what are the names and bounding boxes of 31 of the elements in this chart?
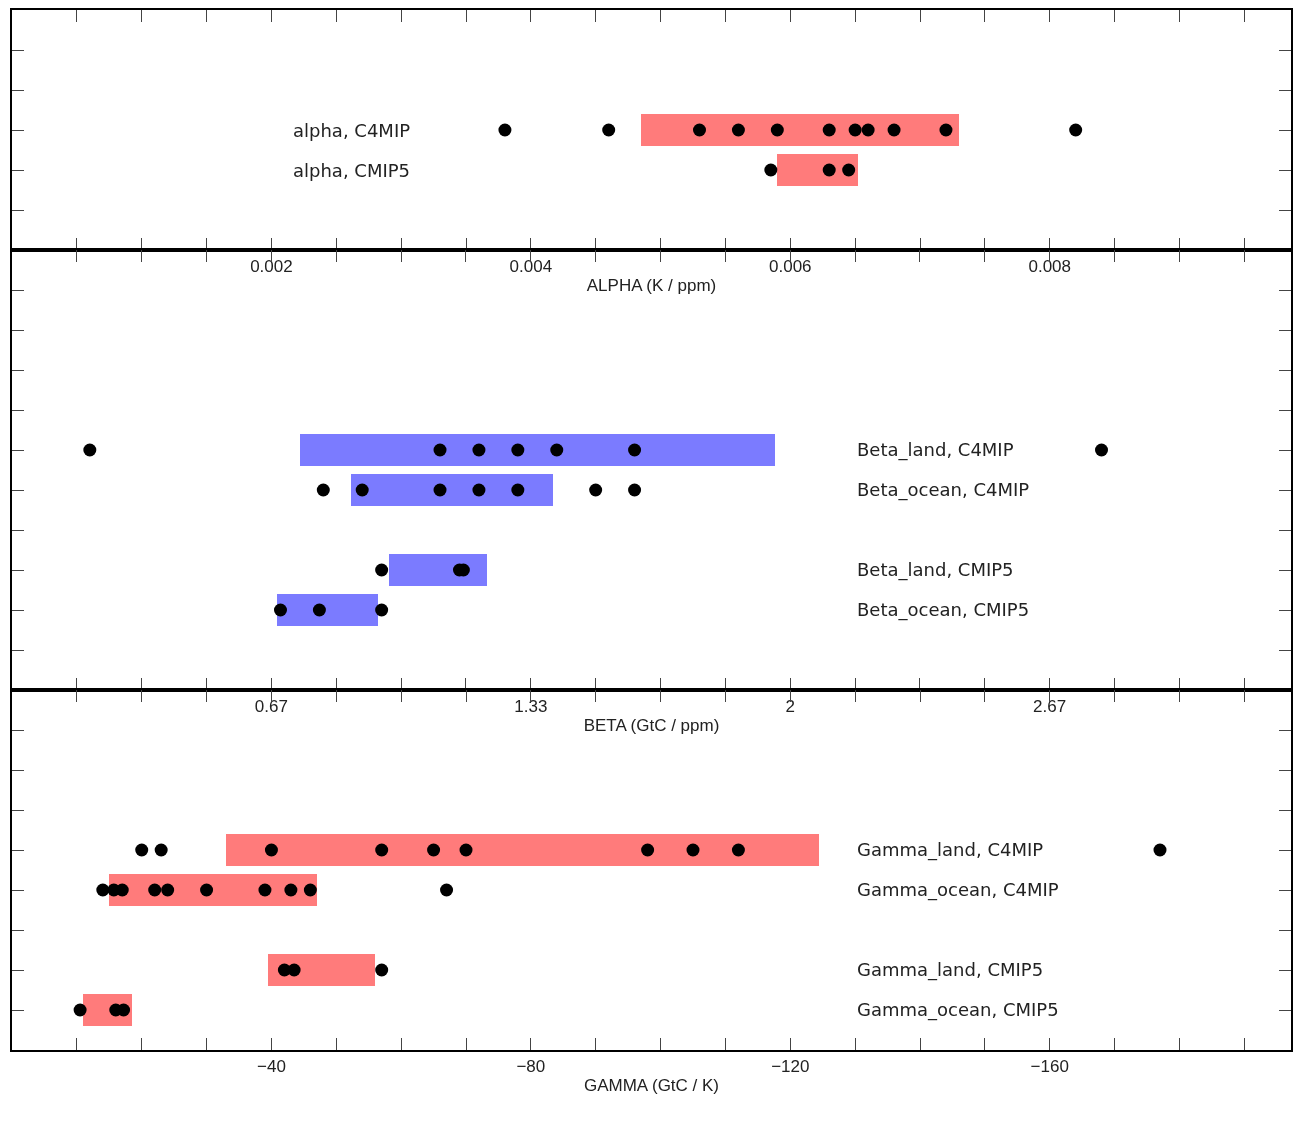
x-tick-label: −160 [1030, 1057, 1069, 1077]
x-axis-title: BETA (GtC / ppm) [583, 716, 720, 736]
bar [300, 434, 775, 466]
x-tick-label: 0.67 [254, 697, 288, 717]
category-label: Beta_land, C4MIP [857, 439, 1014, 460]
x-tick-label: −120 [771, 1057, 810, 1077]
bar [268, 954, 375, 986]
x-tick-label: −40 [257, 1057, 286, 1077]
x-tick-label: 1.33 [514, 697, 548, 717]
category-label: Beta_ocean, CMIP5 [857, 599, 1030, 620]
bar [351, 474, 553, 506]
category-label: Gamma_ocean, C4MIP [857, 879, 1059, 900]
x-tick-label: 0.008 [1028, 257, 1071, 277]
category-label: alpha, C4MIP [293, 120, 411, 141]
bar [226, 834, 819, 866]
x-tick-label: 0.002 [250, 257, 293, 277]
category-label: Gamma_land, C4MIP [857, 839, 1044, 860]
category-label: Gamma_land, CMIP5 [857, 959, 1044, 980]
bar [277, 594, 378, 626]
x-tick-label: 2 [785, 697, 795, 717]
category-label: Gamma_ocean, CMIP5 [857, 999, 1059, 1020]
x-axis-title: ALPHA (K / ppm) [586, 276, 717, 296]
bar [389, 554, 487, 586]
x-axis-title: GAMMA (GtC / K) [583, 1076, 720, 1096]
x-tick-label: 2.67 [1033, 697, 1067, 717]
category-label: Beta_ocean, C4MIP [857, 479, 1030, 500]
category-label: Beta_land, CMIP5 [857, 559, 1014, 580]
category-label: alpha, CMIP5 [293, 160, 411, 181]
x-tick-label: −80 [516, 1057, 546, 1077]
x-tick-label: 0.004 [509, 257, 553, 277]
x-tick-label: 0.006 [769, 257, 812, 277]
